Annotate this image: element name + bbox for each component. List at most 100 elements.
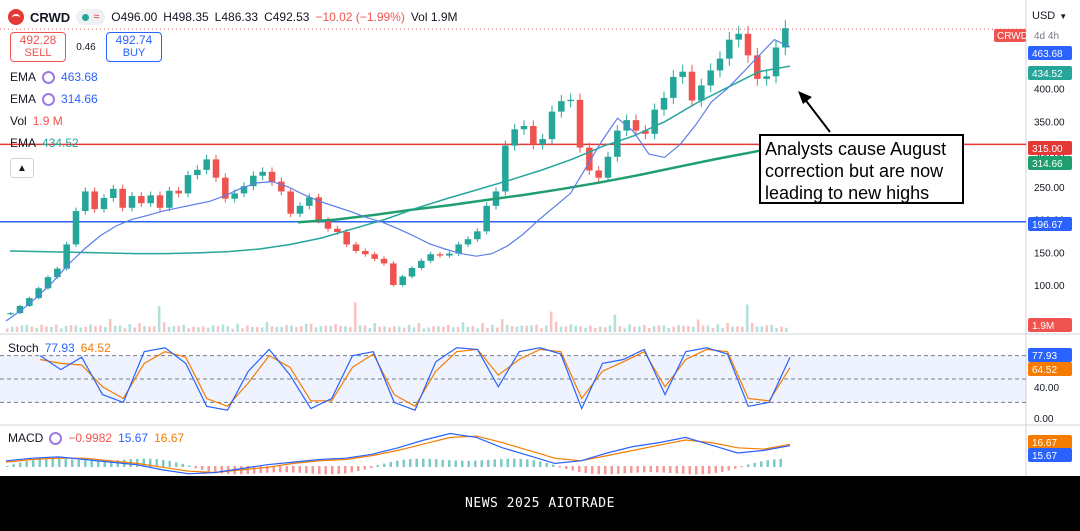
volume-bar: [304, 323, 308, 332]
macd-hist-bar: [103, 460, 106, 467]
volume-bar: [647, 328, 651, 332]
indicator-volume[interactable]: Vol 1.9 M: [10, 113, 63, 129]
volume-bar: [442, 326, 445, 332]
indicator-name: EMA: [10, 92, 37, 106]
market-open-icon: [82, 13, 90, 21]
macd-hist-bar: [142, 458, 145, 467]
volume-bar: [422, 328, 426, 332]
candle-body: [707, 70, 714, 86]
volume-bar: [760, 326, 764, 332]
candle-body: [660, 97, 668, 110]
macd-hist-bar: [701, 466, 704, 475]
volume-bar: [290, 325, 293, 332]
chevron-up-icon: ▲: [17, 162, 27, 174]
collapse-legend-button[interactable]: ▲: [10, 158, 34, 178]
candle-body: [324, 220, 332, 229]
stoch-k-tag: 77.93: [1032, 351, 1057, 362]
volume-bar: [618, 326, 622, 332]
volume-bar: [113, 325, 117, 332]
chart-annotation[interactable]: Analysts cause August correction but are…: [759, 134, 964, 204]
volume-bar: [59, 328, 63, 332]
volume-bar: [447, 325, 450, 332]
macd-hist-bar: [500, 459, 503, 467]
indicator-ema-long[interactable]: EMA 314.66: [10, 91, 98, 107]
volume-bar: [667, 328, 671, 332]
volume-bar: [672, 326, 675, 332]
volume-bar: [500, 319, 504, 332]
volume-bar: [108, 318, 112, 332]
macd-hist-bar: [6, 466, 9, 467]
indicator-ema-slow[interactable]: EMA 434.52: [10, 135, 79, 151]
indicator-ema-fast[interactable]: EMA 463.68: [10, 69, 98, 85]
sell-button[interactable]: 492.28 SELL: [10, 32, 66, 62]
market-status-pill[interactable]: ≈: [76, 9, 106, 25]
macd-hist-bar: [610, 466, 613, 475]
macd-hist-bar: [19, 462, 22, 467]
macd-hist-bar: [597, 466, 600, 475]
macd-hist-bar: [51, 458, 54, 467]
indicator-settings-icon[interactable]: [42, 70, 56, 84]
volume-bar: [162, 322, 166, 332]
volume-bar: [280, 327, 283, 332]
volume-bar: [569, 324, 573, 332]
volume-bar: [202, 326, 205, 332]
candle-body: [16, 305, 24, 314]
indicator-settings-icon[interactable]: [42, 92, 56, 106]
candle-body: [455, 244, 462, 254]
volume-bar: [300, 326, 303, 332]
support-blue-tag-bg: [1028, 217, 1072, 231]
volume-bar: [50, 326, 53, 332]
indicator-settings-icon[interactable]: [49, 431, 63, 445]
indicator-name: Vol: [10, 114, 27, 128]
candle-body: [399, 276, 406, 285]
indicator-value: 434.52: [42, 136, 79, 150]
macd-hist-bar: [194, 466, 197, 469]
candle-body: [26, 298, 33, 306]
volume-bar: [368, 328, 372, 332]
macd-hist-bar: [370, 466, 373, 468]
volume-bar: [35, 328, 38, 332]
stoch-d-value: 64.52: [80, 341, 111, 355]
macd-label: MACD: [8, 431, 44, 445]
chevron-down-icon: ▼: [1059, 11, 1068, 21]
ticker-symbol[interactable]: CRWD: [30, 9, 71, 25]
candle-body: [558, 101, 565, 112]
macd-hist-bar: [337, 466, 340, 475]
macd-hist-bar: [214, 466, 217, 473]
volume-bar: [221, 324, 225, 332]
open-value: O496.00: [111, 10, 158, 24]
macd-hist-bar: [58, 458, 61, 467]
volume-bar: [711, 327, 715, 332]
macd-hist-bar: [25, 461, 28, 467]
buy-button[interactable]: 492.74 BUY: [106, 32, 162, 62]
candle-body: [287, 191, 294, 214]
candle-body: [446, 253, 453, 256]
volume-bar: [613, 314, 617, 332]
candle-body: [679, 71, 686, 77]
volume-bar: [182, 324, 185, 332]
price-chart[interactable]: 100.00150.00200.00250.00300.00350.00400.…: [0, 0, 1080, 476]
volume-bar: [172, 326, 176, 332]
indicator-value: 314.66: [61, 92, 98, 106]
candle-body: [408, 267, 416, 277]
candle-body: [586, 147, 593, 171]
indicator-name: EMA: [10, 70, 37, 84]
volume-bar: [496, 327, 499, 332]
macd-legend[interactable]: MACD −0.9982 15.67 16.67: [8, 430, 184, 446]
macd-hist-bar: [519, 458, 522, 467]
macd-hist-bar: [272, 466, 275, 473]
volume-bar: [157, 306, 161, 332]
macd-hist-bar: [604, 466, 607, 475]
candle-body: [231, 193, 238, 199]
volume-bar: [677, 325, 680, 332]
volume-bar: [731, 326, 734, 332]
currency-selector[interactable]: USD ▼: [1032, 10, 1067, 22]
volume-bar: [226, 326, 230, 332]
volume-bar: [388, 327, 391, 332]
macd-hist-bar: [474, 460, 477, 467]
volume-bar: [349, 327, 352, 332]
trade-panel: 492.28 SELL 0.46 492.74 BUY: [10, 32, 162, 62]
stoch-legend[interactable]: Stoch 77.93 64.52: [8, 340, 111, 356]
candle-body: [184, 175, 192, 194]
volume-bar: [510, 326, 514, 332]
